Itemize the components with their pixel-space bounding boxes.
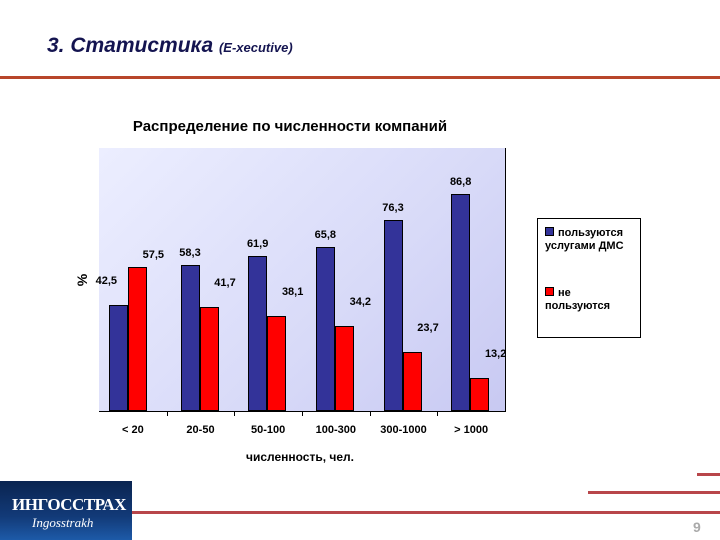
data-label: 65,8 — [314, 228, 337, 241]
data-label: 41,7 — [214, 276, 236, 289]
legend-label-not-used: не пользуются — [545, 287, 611, 312]
x-tick-label: 100-300 — [315, 424, 357, 436]
x-tick — [166, 411, 168, 416]
chart-title: Распределение по численности компаний — [132, 118, 448, 135]
data-label: 61,9 — [246, 238, 269, 251]
data-label: 86,8 — [449, 176, 472, 188]
bar-not-used — [267, 315, 287, 411]
chart-legend: пользуются услугами ДМС не пользуются — [537, 218, 641, 338]
logo-text: ИНГОССТРАХ — [12, 495, 126, 514]
slide-title-main: 3. Статистика — [47, 34, 214, 57]
legend-item-not-used: не пользуются — [545, 287, 637, 313]
x-tick-label: 20-50 — [186, 424, 215, 436]
bar-used — [248, 256, 268, 411]
data-label: 34,2 — [349, 295, 372, 308]
bar-not-used — [402, 351, 422, 411]
bar-not-used — [127, 267, 147, 411]
data-label: 42,5 — [95, 274, 118, 287]
data-label: 38,1 — [281, 285, 304, 298]
legend-swatch-blue-icon — [545, 227, 554, 236]
bar-not-used — [470, 378, 490, 411]
legend-item-used: пользуются услугами ДМС — [545, 227, 637, 253]
bar-not-used — [199, 306, 219, 411]
x-tick — [302, 411, 303, 416]
bar-used — [315, 246, 335, 411]
data-label: 23,7 — [417, 321, 439, 334]
data-label: 58,3 — [179, 247, 201, 260]
data-label: 57,5 — [142, 249, 165, 262]
x-tick-label: < 20 — [121, 424, 144, 436]
company-logo: ИНГОССТРАХ Ingosstrakh — [0, 481, 132, 540]
x-tick-label: 300-1000 — [380, 424, 427, 436]
bar-used — [383, 220, 403, 411]
x-tick — [234, 411, 236, 416]
bar-used — [108, 304, 128, 411]
plot-area — [99, 148, 506, 411]
slide-title: 3. Статистика (E-xecutive) — [47, 34, 293, 58]
bar-not-used — [334, 325, 354, 411]
x-tick — [437, 411, 439, 416]
logo-script-text: Ingosstrakh — [32, 515, 94, 530]
footer-rule-mid — [588, 491, 720, 494]
x-tick-label: > 1000 — [454, 424, 489, 436]
slide-title-sub: (E-xecutive) — [218, 40, 293, 55]
legend-label-used: пользуются услугами ДМС — [545, 227, 624, 252]
bar-used — [451, 194, 471, 411]
data-label: 76,3 — [382, 202, 404, 215]
bar-used — [180, 265, 200, 411]
footer-rule-short — [697, 473, 720, 476]
header-rule — [0, 76, 720, 79]
x-axis-label: численность, чел. — [245, 450, 355, 464]
page-number: 9 — [693, 519, 701, 535]
footer-rule-long — [132, 511, 720, 514]
x-tick-label: 50-100 — [251, 424, 286, 436]
legend-swatch-red-icon — [545, 287, 554, 296]
data-label: 13,2 — [484, 348, 507, 360]
x-tick — [369, 411, 371, 416]
